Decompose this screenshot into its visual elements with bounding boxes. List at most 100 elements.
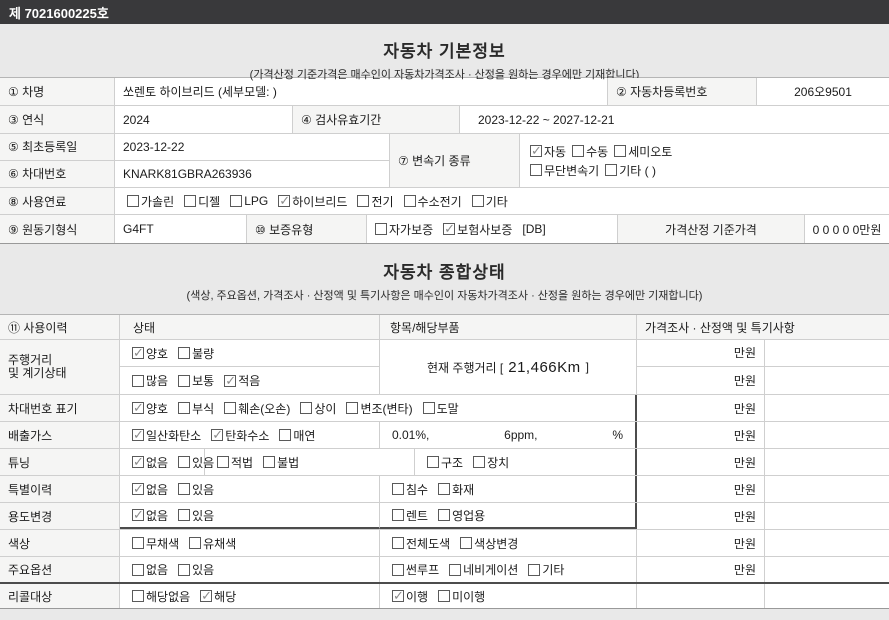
checkbox-option[interactable]: 변조(변타): [346, 400, 413, 417]
checkbox-option[interactable]: 장치: [473, 454, 509, 471]
checkbox-option[interactable]: 수소전기: [403, 193, 462, 210]
unchecked-checkbox-icon[interactable]: [184, 195, 197, 207]
checkbox-option[interactable]: 훼손(오손): [224, 400, 290, 417]
checkbox-option[interactable]: 수동: [572, 143, 608, 160]
checked-checkbox-icon[interactable]: [211, 427, 224, 443]
checkbox-option[interactable]: 보험사보증: [443, 221, 512, 238]
unchecked-checkbox-icon[interactable]: [178, 483, 191, 495]
checkbox-option[interactable]: 썬루프: [392, 561, 439, 578]
checkbox-option[interactable]: 자가보증: [375, 221, 433, 238]
checkbox-option[interactable]: 색상변경: [460, 535, 518, 552]
checkbox-option[interactable]: 상이: [300, 400, 336, 417]
unchecked-checkbox-icon[interactable]: [422, 402, 435, 414]
unchecked-checkbox-icon[interactable]: [178, 347, 191, 359]
checkbox-option[interactable]: 없음: [132, 507, 168, 524]
checkbox-option[interactable]: LPG: [230, 194, 268, 208]
checkbox-option[interactable]: 많음: [132, 372, 168, 389]
unchecked-checkbox-icon[interactable]: [438, 590, 451, 602]
unchecked-checkbox-icon[interactable]: [357, 195, 370, 207]
checkbox-option[interactable]: 없음: [132, 454, 168, 471]
checkbox-option[interactable]: 부식: [178, 400, 214, 417]
checkbox-option[interactable]: 있음: [178, 481, 214, 498]
unchecked-checkbox-icon[interactable]: [217, 456, 229, 468]
checkbox-option[interactable]: 네비게이션: [449, 561, 518, 578]
checked-checkbox-icon[interactable]: [224, 373, 237, 389]
checkbox-option[interactable]: 불법: [263, 454, 299, 471]
checkbox-option[interactable]: 없음: [132, 481, 168, 498]
checkbox-option[interactable]: 미이행: [438, 588, 485, 605]
checkbox-option[interactable]: 세미오토: [614, 143, 672, 160]
checkbox-option[interactable]: 있음: [178, 507, 214, 524]
checkbox-option[interactable]: 이행: [392, 588, 428, 605]
unchecked-checkbox-icon[interactable]: [438, 509, 451, 521]
checked-checkbox-icon[interactable]: [530, 143, 542, 159]
checkbox-option[interactable]: 디젤: [184, 193, 220, 210]
unchecked-checkbox-icon[interactable]: [178, 509, 191, 521]
checkbox-option[interactable]: 무채색: [132, 535, 179, 552]
checkbox-option[interactable]: 일산화탄소: [132, 427, 201, 444]
checkbox-option[interactable]: 침수: [392, 481, 428, 498]
checkbox-option[interactable]: 기타: [471, 193, 508, 210]
checkbox-option[interactable]: 영업용: [438, 507, 485, 524]
checkbox-option[interactable]: 도말: [422, 400, 459, 417]
unchecked-checkbox-icon[interactable]: [346, 402, 359, 414]
checkbox-option[interactable]: 매연: [279, 427, 315, 444]
unchecked-checkbox-icon[interactable]: [392, 509, 404, 521]
checked-checkbox-icon[interactable]: [132, 345, 144, 361]
checkbox-option[interactable]: 양호: [132, 400, 168, 417]
unchecked-checkbox-icon[interactable]: [471, 195, 484, 207]
checkbox-option[interactable]: 불량: [178, 345, 214, 362]
checkbox-option[interactable]: 해당: [200, 588, 236, 605]
unchecked-checkbox-icon[interactable]: [530, 164, 542, 176]
unchecked-checkbox-icon[interactable]: [460, 537, 473, 549]
unchecked-checkbox-icon[interactable]: [300, 402, 313, 414]
unchecked-checkbox-icon[interactable]: [449, 563, 462, 576]
checkbox-option[interactable]: 보통: [178, 372, 214, 389]
checked-checkbox-icon[interactable]: [392, 588, 404, 604]
checkbox-option[interactable]: 가솔린: [127, 193, 174, 210]
unchecked-checkbox-icon[interactable]: [178, 456, 191, 468]
checkbox-option[interactable]: 전체도색: [392, 535, 450, 552]
unchecked-checkbox-icon[interactable]: [403, 195, 416, 207]
checkbox-option[interactable]: 무단변속기: [530, 162, 599, 179]
checked-checkbox-icon[interactable]: [278, 193, 291, 209]
checkbox-option[interactable]: 화재: [438, 481, 474, 498]
checkbox-option[interactable]: 구조: [427, 454, 463, 471]
checkbox-option[interactable]: 적법: [217, 454, 253, 471]
unchecked-checkbox-icon[interactable]: [127, 195, 139, 207]
unchecked-checkbox-icon[interactable]: [132, 537, 144, 549]
unchecked-checkbox-icon[interactable]: [473, 456, 486, 468]
checkbox-option[interactable]: 전기: [357, 193, 394, 210]
checkbox-option[interactable]: 자동: [530, 143, 566, 160]
unchecked-checkbox-icon[interactable]: [375, 223, 387, 235]
unchecked-checkbox-icon[interactable]: [392, 563, 404, 576]
checkbox-option[interactable]: 해당없음: [132, 588, 190, 605]
unchecked-checkbox-icon[interactable]: [572, 145, 585, 157]
checked-checkbox-icon[interactable]: [132, 400, 144, 416]
checkbox-option[interactable]: 하이브리드: [278, 193, 347, 210]
checkbox-option[interactable]: 적음: [224, 372, 260, 389]
checked-checkbox-icon[interactable]: [132, 481, 144, 497]
checkbox-option[interactable]: 있음: [178, 561, 214, 578]
checkbox-option[interactable]: 기타: [528, 561, 564, 578]
unchecked-checkbox-icon[interactable]: [438, 483, 451, 495]
unchecked-checkbox-icon[interactable]: [178, 402, 191, 414]
checked-checkbox-icon[interactable]: [443, 221, 456, 237]
checkbox-option[interactable]: 없음: [132, 561, 168, 578]
unchecked-checkbox-icon[interactable]: [392, 537, 404, 549]
checked-checkbox-icon[interactable]: [132, 507, 144, 523]
unchecked-checkbox-icon[interactable]: [189, 537, 202, 549]
unchecked-checkbox-icon[interactable]: [528, 563, 541, 576]
checked-checkbox-icon[interactable]: [200, 588, 213, 604]
checkbox-option[interactable]: 양호: [132, 345, 168, 362]
checked-checkbox-icon[interactable]: [132, 454, 144, 470]
checkbox-option[interactable]: 기타 ( ): [605, 162, 656, 179]
unchecked-checkbox-icon[interactable]: [224, 402, 237, 414]
unchecked-checkbox-icon[interactable]: [132, 563, 144, 576]
unchecked-checkbox-icon[interactable]: [132, 374, 144, 387]
checkbox-option[interactable]: 탄화수소: [211, 427, 269, 444]
unchecked-checkbox-icon[interactable]: [178, 374, 191, 387]
checkbox-option[interactable]: 있음: [178, 454, 214, 471]
checked-checkbox-icon[interactable]: [132, 427, 144, 443]
unchecked-checkbox-icon[interactable]: [614, 145, 627, 157]
